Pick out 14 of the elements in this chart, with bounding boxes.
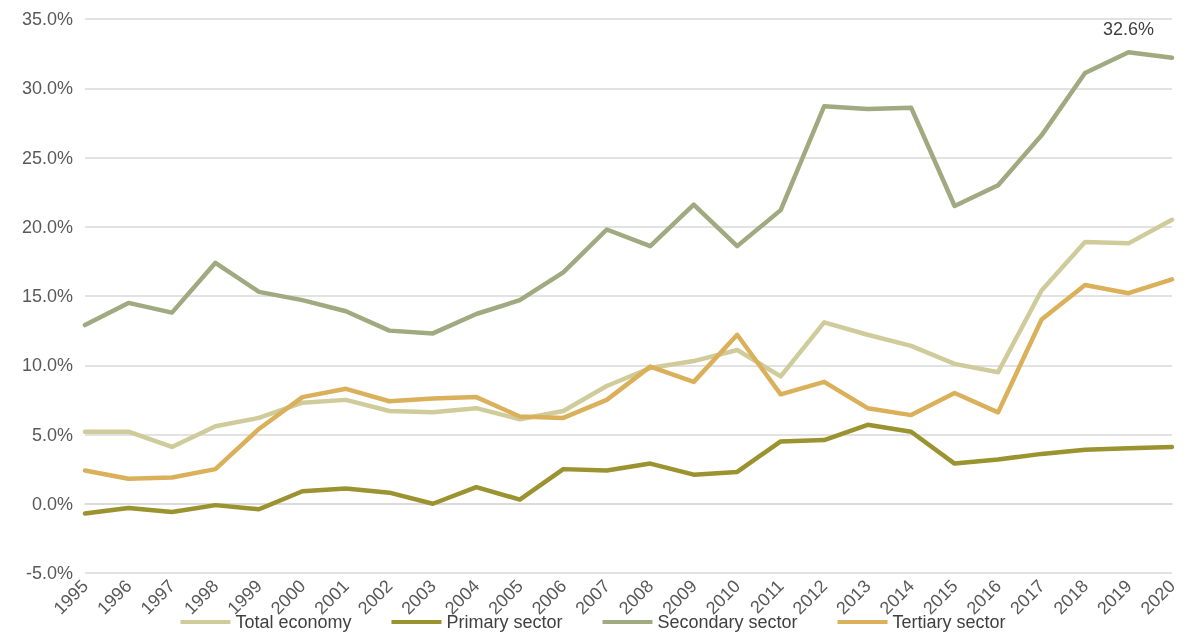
y-tick-label: 25.0% xyxy=(21,147,73,168)
y-tick-label: 15.0% xyxy=(21,286,73,306)
data-label: 32.6% xyxy=(1103,19,1155,40)
line-series xyxy=(82,49,1175,336)
y-tick-label: -5.0% xyxy=(25,563,73,583)
line-series xyxy=(82,217,1175,450)
y-tick-label: 0.0% xyxy=(31,493,73,514)
y-tick-label: 5.0% xyxy=(31,424,73,445)
y-tick-label: 20.0% xyxy=(21,216,73,237)
line-series xyxy=(82,277,1175,482)
y-tick-label: 30.0% xyxy=(21,78,73,99)
y-tick-label: 35.0% xyxy=(21,9,73,29)
line-series xyxy=(82,422,1175,516)
y-tick-label: 10.0% xyxy=(21,355,73,376)
